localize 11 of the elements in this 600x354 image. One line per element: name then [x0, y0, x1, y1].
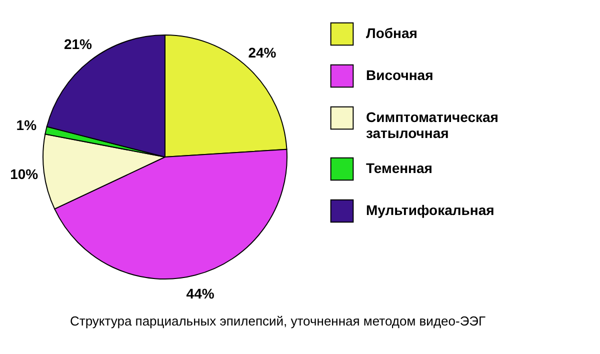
- legend-label: Височная: [366, 67, 434, 83]
- data-label: 10%: [10, 166, 39, 182]
- legend-label: Мультифокальная: [366, 202, 494, 218]
- legend-label: Симптоматическая затылочная: [366, 109, 498, 141]
- data-label: 1%: [16, 117, 38, 134]
- data-label: 21%: [64, 36, 93, 52]
- text: Структура парциальных эпилепсий, уточненная методом видео-ЭЭГ: [70, 314, 486, 329]
- data-label: 24%: [248, 44, 277, 60]
- legend-label: Лобная: [366, 25, 418, 41]
- legend-label: Теменная: [366, 160, 432, 176]
- data-label: 44%: [186, 286, 215, 302]
